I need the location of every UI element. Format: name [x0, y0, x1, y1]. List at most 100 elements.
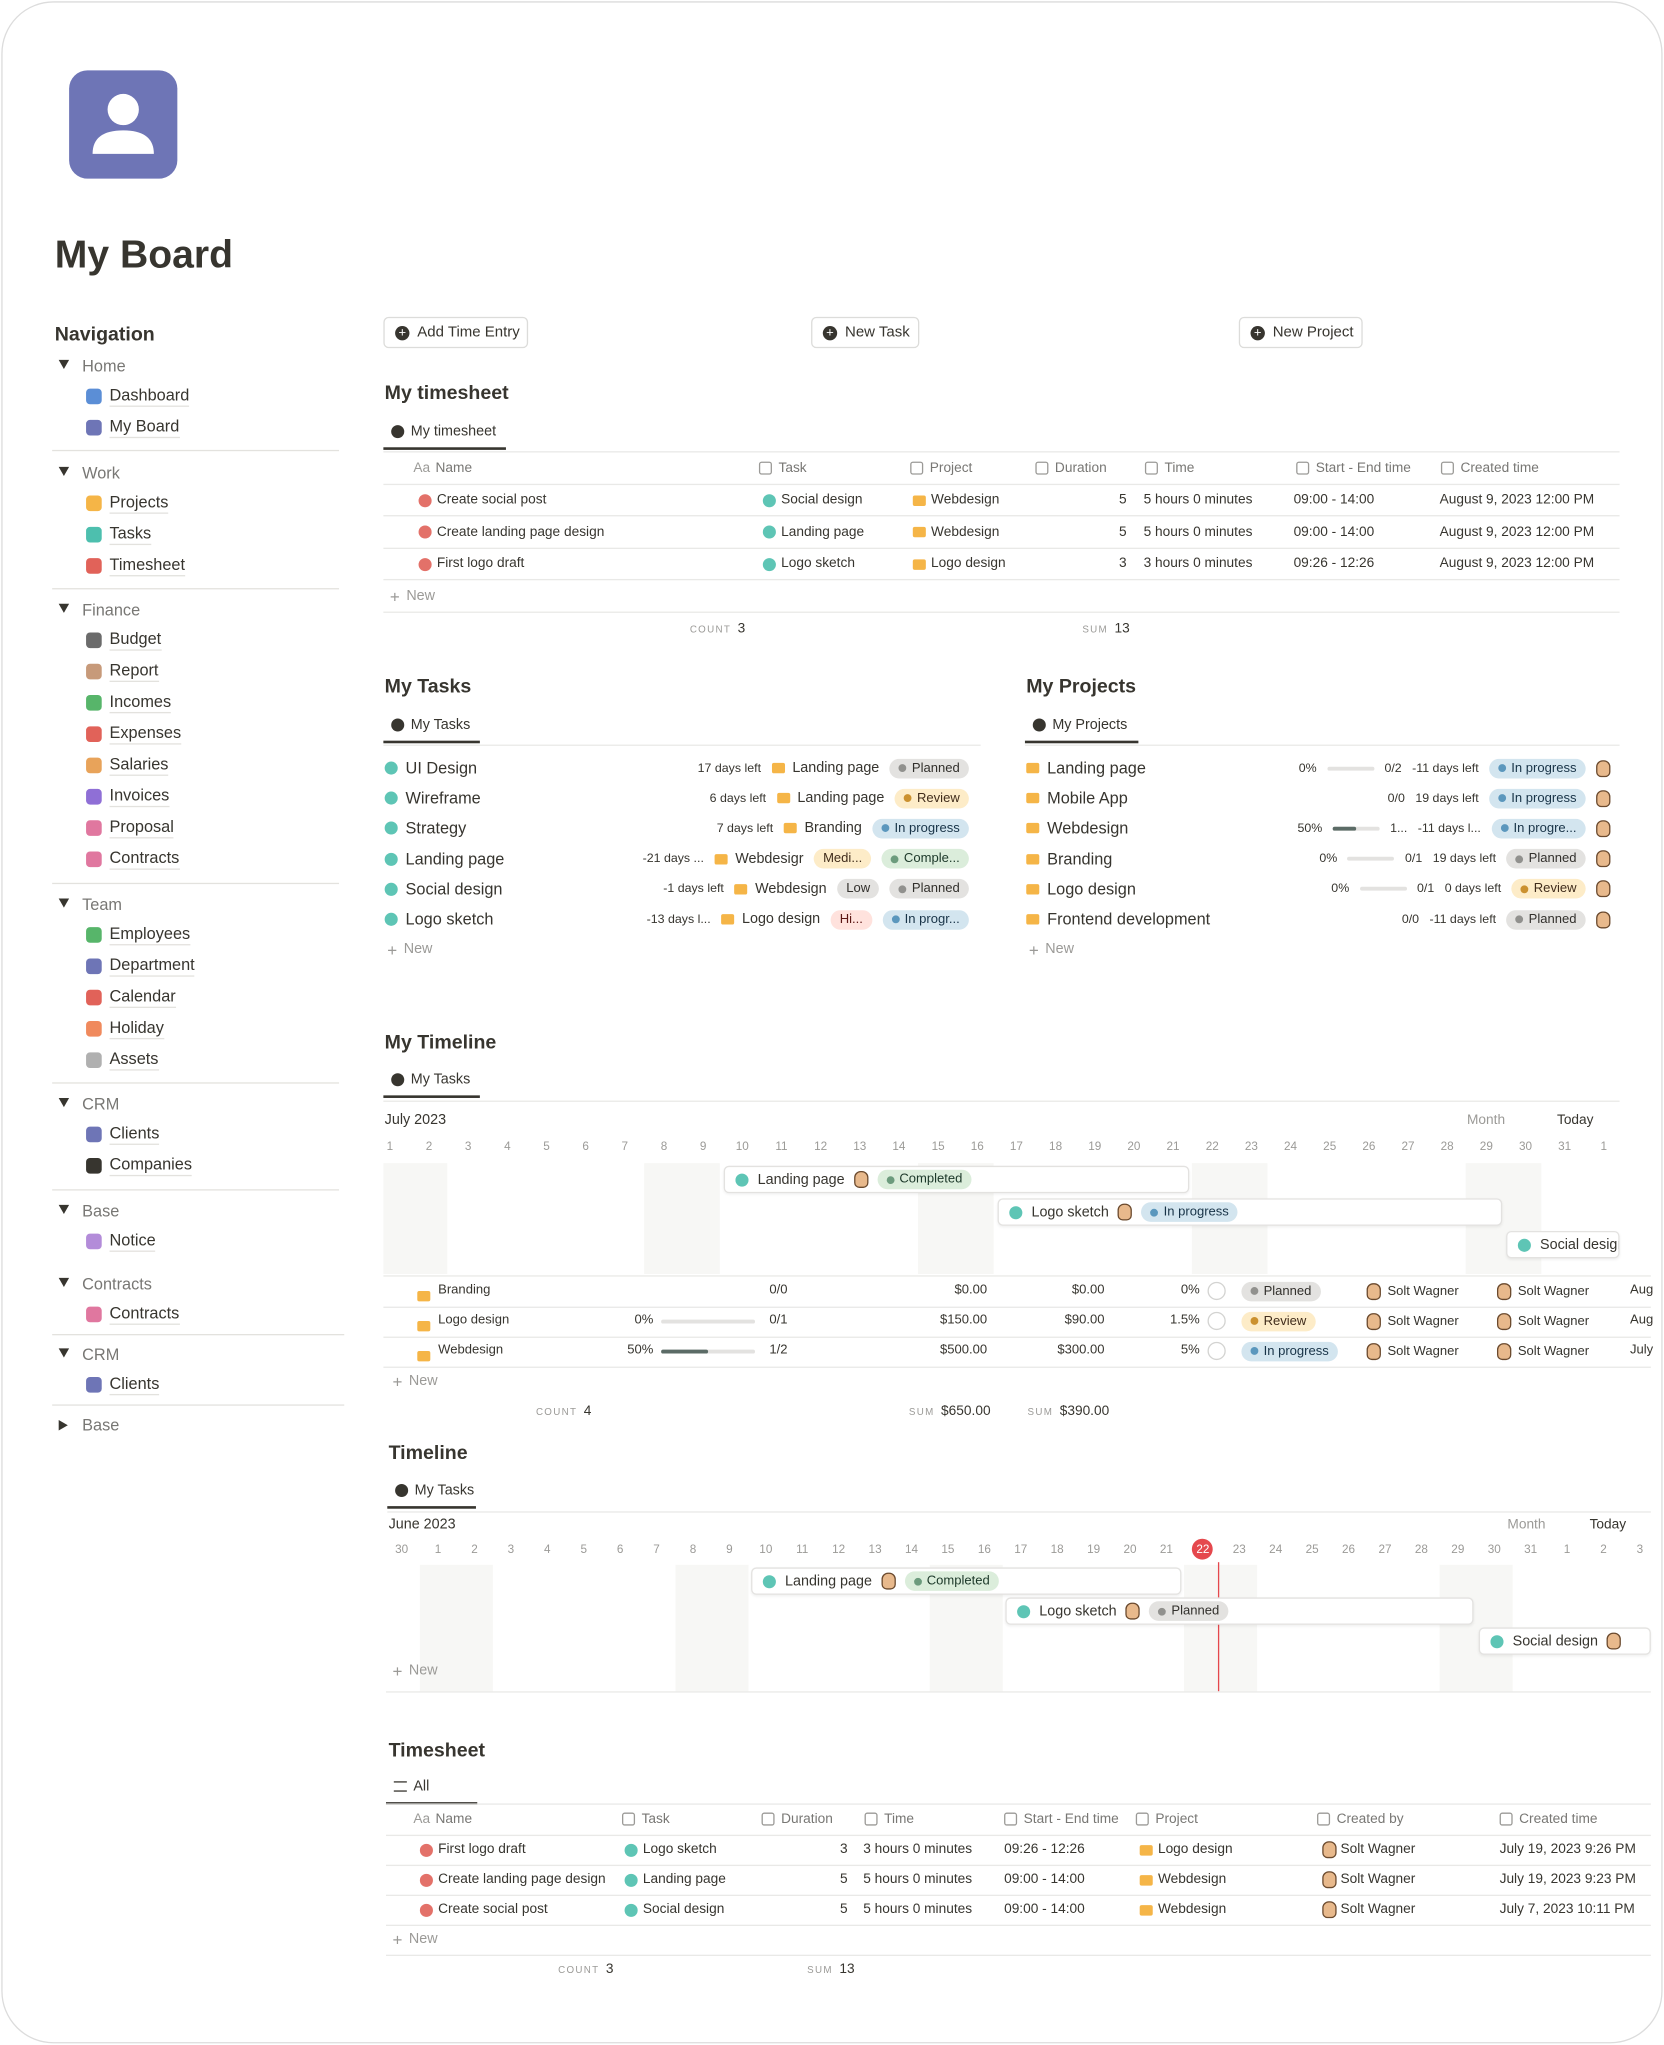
day-label: 4	[544, 1542, 551, 1556]
cell-icon	[1139, 1901, 1157, 1918]
nav-item[interactable]: Incomes	[109, 692, 172, 714]
table-cell: $0.00	[1071, 1283, 1105, 1298]
calc-value: $390.00	[1059, 1403, 1110, 1419]
nav-toggle[interactable]	[58, 898, 70, 908]
timeline-item[interactable]: Social design	[1506, 1230, 1620, 1259]
table-cell: $500.00	[939, 1343, 988, 1358]
nav-item[interactable]: Report	[109, 661, 159, 682]
row-name: Landing page	[405, 849, 505, 868]
footer-calc: COUNT 3	[558, 1957, 613, 1980]
nav-item[interactable]: Assets	[109, 1050, 159, 1071]
nav-item[interactable]: My Board	[109, 417, 180, 439]
nav-toggle[interactable]	[58, 466, 70, 476]
nav-item[interactable]: Salaries	[109, 755, 169, 776]
nav-item[interactable]: Companies	[109, 1155, 192, 1177]
table-cell: July 7, 2023 10:11 PM	[1499, 1901, 1635, 1917]
person: Solt Wagner	[1496, 1281, 1589, 1302]
table-cell: 5	[839, 1901, 848, 1917]
nav-item[interactable]: Calendar	[109, 987, 176, 1008]
folder-icon	[417, 1290, 431, 1302]
nav-toggle[interactable]	[58, 1348, 70, 1358]
timeline-item[interactable]: Landing page Completed	[751, 1567, 1182, 1595]
row-right: 0% 0/2 -11 days left In progress	[1299, 758, 1611, 778]
divider	[385, 1803, 1651, 1805]
day-label: 19	[1087, 1542, 1101, 1556]
cell-icon	[1322, 1871, 1339, 1889]
nav-item[interactable]: Clients	[109, 1124, 160, 1145]
timeline-item[interactable]: Social design	[1478, 1627, 1651, 1655]
nav-item[interactable]: Timesheet	[109, 556, 186, 577]
nav-item[interactable]: Holiday	[109, 1018, 164, 1040]
button-label: New Task	[844, 324, 910, 341]
cell-icon	[1139, 1871, 1157, 1888]
plus: +	[392, 1929, 403, 1949]
usage-ring	[1207, 1341, 1226, 1361]
nav-item[interactable]: Expenses	[109, 724, 182, 745]
folder-icon	[1139, 1844, 1153, 1855]
nav-item[interactable]: Invoices	[109, 786, 170, 808]
progress-track	[1347, 856, 1395, 861]
button-label: New Project	[1272, 324, 1354, 341]
nav-item[interactable]: Employees	[109, 925, 191, 946]
nav-group: Home	[82, 357, 126, 376]
today-button[interactable]: Today	[1589, 1516, 1627, 1533]
badge-dot	[1498, 764, 1507, 772]
timeline-item[interactable]: Landing page Completed	[723, 1165, 1190, 1194]
day-label: 29	[1479, 1139, 1493, 1153]
nav-item[interactable]: Projects	[109, 493, 169, 514]
folder-icon	[417, 1350, 431, 1362]
divider	[52, 1333, 345, 1336]
avatar	[1322, 1841, 1337, 1859]
nav-toggle[interactable]	[58, 1420, 68, 1431]
nav-toggle[interactable]	[58, 1204, 70, 1215]
nav-item[interactable]: Dashboard	[109, 386, 190, 407]
divider	[383, 1275, 1651, 1277]
new-label: New	[403, 941, 433, 958]
nav-toggle[interactable]	[58, 1277, 70, 1288]
row-name: Frontend development	[1047, 910, 1211, 929]
day-label: 8	[689, 1542, 697, 1556]
timeline-item[interactable]: Logo sketch In progress	[997, 1198, 1503, 1226]
progress-track	[1332, 826, 1380, 831]
nav-item[interactable]: Budget	[109, 630, 162, 651]
project-name: Branding	[804, 820, 862, 837]
project-ref: Webdesign	[734, 881, 827, 897]
project-name: Webdesign	[755, 881, 827, 897]
header-icon	[910, 461, 924, 475]
nav-item[interactable]: Clients	[109, 1374, 160, 1396]
nav-group: Finance	[82, 601, 141, 620]
nav-item[interactable]: Contracts	[109, 1304, 180, 1325]
divider	[383, 1336, 1651, 1338]
badge-dot	[1515, 854, 1524, 863]
calc-value: 13	[1114, 620, 1130, 637]
nav-toggle[interactable]	[58, 603, 70, 613]
day-label: 20	[1127, 1139, 1141, 1153]
badge-text: In progress	[1511, 760, 1577, 776]
scale-select[interactable]: Month	[1467, 1112, 1506, 1128]
badge-text: Comple...	[903, 851, 960, 866]
badge-holder: In progress	[1241, 1341, 1338, 1362]
nav-item[interactable]: Department	[109, 956, 195, 977]
nav-item[interactable]: Notice	[109, 1231, 156, 1252]
action-button[interactable]: + Add Time Entry	[383, 316, 529, 349]
list-row: Webdesign 50% 1... -11 days l... In progre..…	[1026, 814, 1611, 843]
today-button[interactable]: Today	[1556, 1112, 1594, 1128]
table-cell: Create social post	[438, 1901, 548, 1917]
status-badge: In progr...	[882, 909, 969, 930]
nav-item[interactable]: Proposal	[109, 818, 174, 839]
action-button[interactable]: + New Task	[811, 316, 920, 349]
badge-dot	[1520, 885, 1529, 893]
folder-icon	[1026, 793, 1040, 804]
scale-select[interactable]: Month	[1507, 1516, 1546, 1533]
nav-toggle[interactable]	[58, 1097, 70, 1108]
nav-toggle[interactable]	[58, 359, 70, 370]
timeline-item[interactable]: Logo sketch Planned	[1005, 1597, 1474, 1625]
folder-icon	[1139, 1904, 1153, 1915]
nav-item[interactable]: Contracts	[109, 849, 180, 870]
divider	[385, 1954, 1651, 1956]
plus: +	[389, 586, 400, 606]
day-label: 7	[621, 1139, 629, 1153]
action-button[interactable]: + New Project	[1238, 316, 1363, 349]
nav-item[interactable]: Tasks	[109, 524, 152, 546]
month-label: June 2023	[388, 1516, 456, 1533]
